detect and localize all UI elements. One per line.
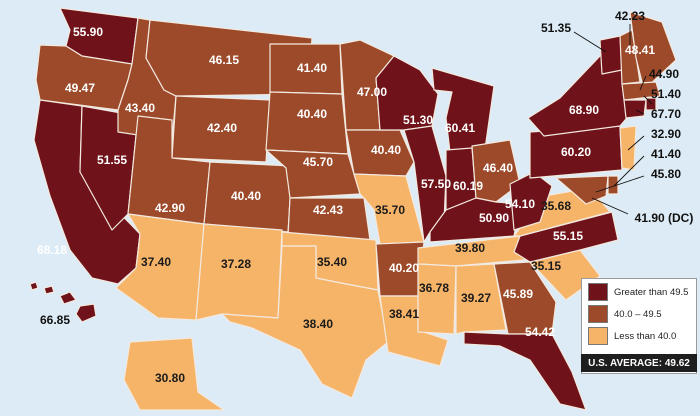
leader-line-ri	[643, 95, 653, 105]
value-label-ut: 42.90	[154, 201, 186, 215]
value-label-mt: 46.15	[208, 53, 240, 67]
value-label-oh: 46.40	[482, 161, 514, 175]
value-label-va: 35.68	[540, 199, 572, 213]
state-oh	[471, 139, 521, 203]
value-label-mo: 35.70	[374, 203, 406, 217]
value-label-ca: 68.18	[36, 243, 68, 257]
legend-label-high: Greater than 49.5	[614, 286, 689, 298]
leader-line-nj	[627, 135, 645, 151]
state-nh	[619, 29, 641, 85]
legend-swatch-high	[588, 283, 608, 301]
value-label-me: 48.41	[624, 43, 656, 57]
value-label-ct: 67.70	[650, 107, 682, 121]
leader-line-ma	[639, 75, 647, 91]
state-tx	[221, 245, 389, 399]
value-label-la: 38.41	[388, 307, 420, 321]
value-label-wv: 54.10	[504, 197, 536, 211]
value-label-nj: 32.90	[650, 127, 682, 141]
state-hi-island	[75, 303, 97, 323]
value-label-wa: 55.90	[72, 25, 104, 39]
value-label-or: 49.47	[64, 81, 96, 95]
state-ma	[621, 81, 661, 101]
legend-label-mid: 40.0 – 49.5	[614, 308, 662, 320]
state-ga	[493, 261, 557, 335]
value-label-hi: 66.85	[39, 313, 71, 327]
state-wy	[171, 95, 271, 163]
value-label-az: 37.40	[140, 255, 172, 269]
value-label-sc: 35.15	[530, 259, 562, 273]
value-label-il: 57.50	[420, 177, 452, 191]
legend-swatch-mid	[588, 305, 608, 323]
value-label-sd: 40.40	[296, 107, 328, 121]
value-label-nd: 41.40	[296, 61, 328, 75]
state-ct	[623, 99, 647, 119]
value-label-ga: 45.89	[502, 287, 534, 301]
value-label-ar: 40.20	[388, 261, 420, 275]
legend-item-high: Greater than 49.5	[588, 283, 688, 301]
state-mo	[353, 173, 425, 245]
state-ky	[429, 197, 521, 243]
value-label-ri: 51.40	[650, 87, 682, 101]
legend-item-low: Less than 40.0	[588, 327, 676, 345]
value-label-ia: 40.40	[370, 143, 402, 157]
state-nc	[513, 211, 619, 263]
state-nj	[619, 125, 637, 171]
value-label-ms: 36.78	[418, 281, 450, 295]
state-hi-island	[43, 285, 55, 295]
us-average-badge: U.S. AVERAGE: 49.62	[581, 354, 697, 372]
leader-line-ct	[635, 109, 645, 115]
value-label-ks: 42.43	[312, 203, 344, 217]
value-label-mi: 60.41	[444, 121, 476, 135]
legend-swatch-low	[588, 327, 608, 345]
value-label-de: 41.40	[650, 147, 682, 161]
value-label-fl: 54.42	[524, 325, 556, 339]
value-label-ny: 68.90	[568, 103, 600, 117]
value-label-co: 40.40	[230, 189, 262, 203]
state-me	[629, 11, 677, 91]
leader-line-dc	[591, 197, 629, 215]
value-label-ne: 45.70	[302, 155, 334, 169]
value-label-md: 45.80	[650, 167, 682, 181]
value-label-dc: 41.90 (DC)	[634, 211, 694, 225]
value-label-id: 43.40	[124, 101, 156, 115]
state-ak	[123, 337, 225, 411]
value-label-nc: 55.15	[552, 229, 584, 243]
state-hi-island	[29, 281, 39, 291]
value-label-nv: 51.55	[96, 153, 128, 167]
state-ne	[265, 149, 361, 199]
state-sd	[265, 91, 349, 155]
state-nm	[195, 223, 283, 321]
state-al	[455, 263, 507, 335]
value-label-wy: 42.40	[206, 121, 238, 135]
value-label-al: 39.27	[460, 291, 492, 305]
value-label-tn: 39.80	[454, 241, 486, 255]
value-label-nm: 37.28	[220, 257, 252, 271]
value-label-in: 60.19	[452, 179, 484, 193]
value-label-nh: 42.23	[614, 9, 646, 23]
leader-line-de	[613, 155, 645, 187]
value-label-tx: 38.40	[302, 317, 334, 331]
state-mi	[431, 67, 495, 157]
value-label-wi: 51.30	[402, 113, 434, 127]
leader-line-vt	[573, 31, 607, 53]
value-label-vt: 51.35	[540, 21, 572, 35]
value-label-ak: 30.80	[154, 371, 186, 385]
state-hi	[59, 291, 77, 305]
state-vt	[599, 35, 623, 75]
state-fl	[463, 331, 587, 411]
value-label-ma: 44.90	[648, 67, 680, 81]
value-label-pa: 60.20	[560, 145, 592, 159]
value-label-mn: 47.00	[356, 85, 388, 99]
leader-line-md	[595, 175, 645, 193]
legend-label-low: Less than 40.0	[614, 330, 677, 342]
state-ms	[417, 263, 457, 335]
value-label-ok: 35.40	[316, 255, 348, 269]
legend-item-mid: 40.0 – 49.5	[588, 305, 662, 323]
value-label-ky: 50.90	[478, 211, 510, 225]
